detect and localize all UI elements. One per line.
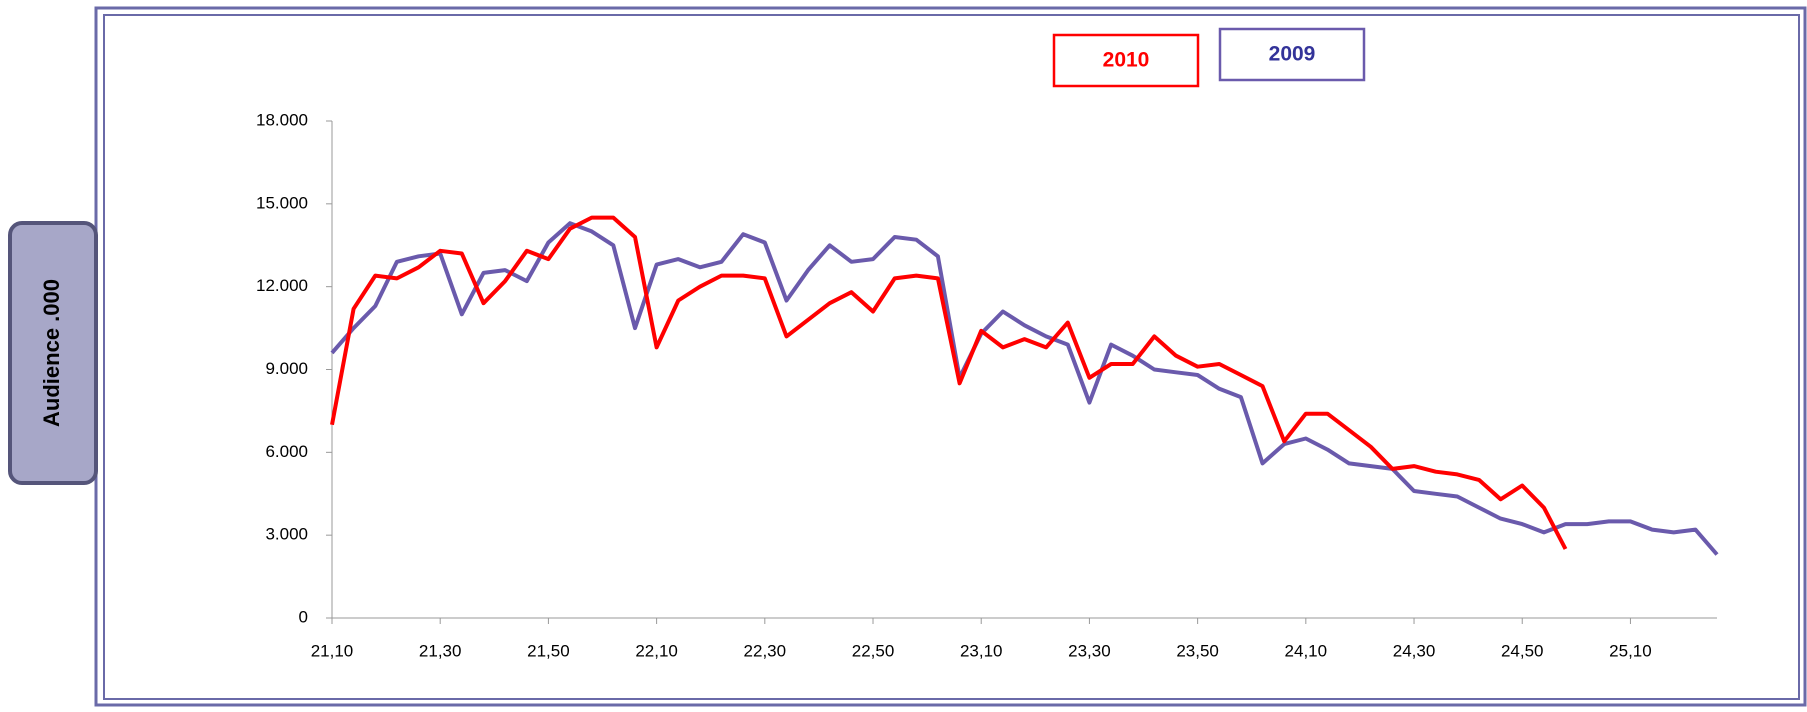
x-tick-label: 21,30 <box>419 641 462 660</box>
y-axis-label: Audience .000 <box>39 279 64 427</box>
y-tick-label: 0 <box>299 607 308 626</box>
x-tick-label: 22,10 <box>635 641 678 660</box>
legend-box <box>1052 33 1200 88</box>
y-tick-label: 15.000 <box>256 193 308 212</box>
x-tick-label: 24,50 <box>1501 641 1544 660</box>
series-line <box>330 221 1719 556</box>
x-tick-label: 21,50 <box>527 641 570 660</box>
x-tick-label: 24,30 <box>1393 641 1436 660</box>
legend-box <box>1218 27 1366 82</box>
series-line <box>330 215 1568 550</box>
legend-label: 2009 <box>1269 43 1316 66</box>
x-tick-label: 21,10 <box>311 641 354 660</box>
x-tick-label: 24,10 <box>1285 641 1328 660</box>
y-tick-label: 12.000 <box>256 276 308 295</box>
legend-label: 2010 <box>1103 49 1150 72</box>
x-tick-label: 22,30 <box>744 641 787 660</box>
frame-outer <box>94 6 1807 707</box>
x-tick-label: 23,30 <box>1068 641 1111 660</box>
frame-inner <box>103 14 1800 700</box>
y-label-box <box>8 221 98 485</box>
x-tick-label: 23,10 <box>960 641 1003 660</box>
y-tick-label: 9.000 <box>265 359 308 378</box>
x-tick-label: 25,10 <box>1609 641 1652 660</box>
y-tick-label: 18.000 <box>256 110 308 129</box>
x-tick-label: 23,50 <box>1176 641 1219 660</box>
x-tick-label: 22,50 <box>852 641 895 660</box>
y-tick-label: 3.000 <box>265 525 308 544</box>
y-tick-label: 6.000 <box>265 442 308 461</box>
